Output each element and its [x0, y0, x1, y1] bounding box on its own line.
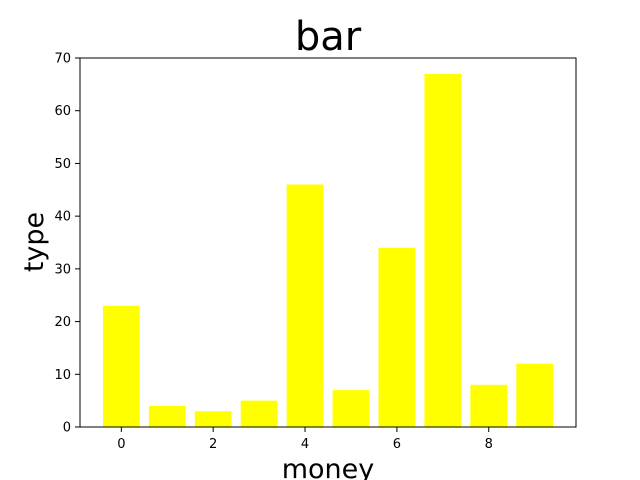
bars-layer	[102, 73, 554, 428]
bar-3	[240, 400, 278, 427]
bar-1	[148, 405, 186, 427]
bar-6	[378, 247, 416, 427]
y-tick-label: 70	[54, 52, 71, 67]
bar-7	[424, 73, 462, 428]
y-axis-label: type	[19, 212, 50, 272]
y-tick-label: 50	[54, 157, 71, 172]
y-tick-label: 30	[54, 262, 71, 277]
x-tick-label: 8	[485, 437, 493, 452]
bar-2	[194, 411, 232, 427]
x-tick-label: 6	[393, 437, 401, 452]
x-axis-label: money	[282, 454, 375, 480]
bar-8	[470, 384, 508, 427]
y-tick-label: 20	[54, 315, 71, 330]
plot-frame	[79, 57, 577, 428]
y-tick-label: 60	[54, 104, 71, 119]
bar-9	[516, 363, 554, 427]
chart-title: bar	[295, 14, 362, 60]
y-tick-label: 0	[63, 421, 71, 436]
bar-4	[286, 184, 324, 427]
x-tick-label: 4	[301, 437, 309, 452]
x-axis-ticks: 0 2 4 6 8	[117, 427, 493, 452]
y-tick-label: 40	[54, 210, 71, 225]
bar-0	[102, 305, 140, 427]
bar-5	[332, 390, 370, 427]
y-axis-ticks: 0 10 20 30 40 50 60 70	[54, 52, 80, 436]
y-tick-label: 10	[54, 368, 71, 383]
x-tick-label: 0	[117, 437, 125, 452]
x-tick-label: 2	[209, 437, 217, 452]
